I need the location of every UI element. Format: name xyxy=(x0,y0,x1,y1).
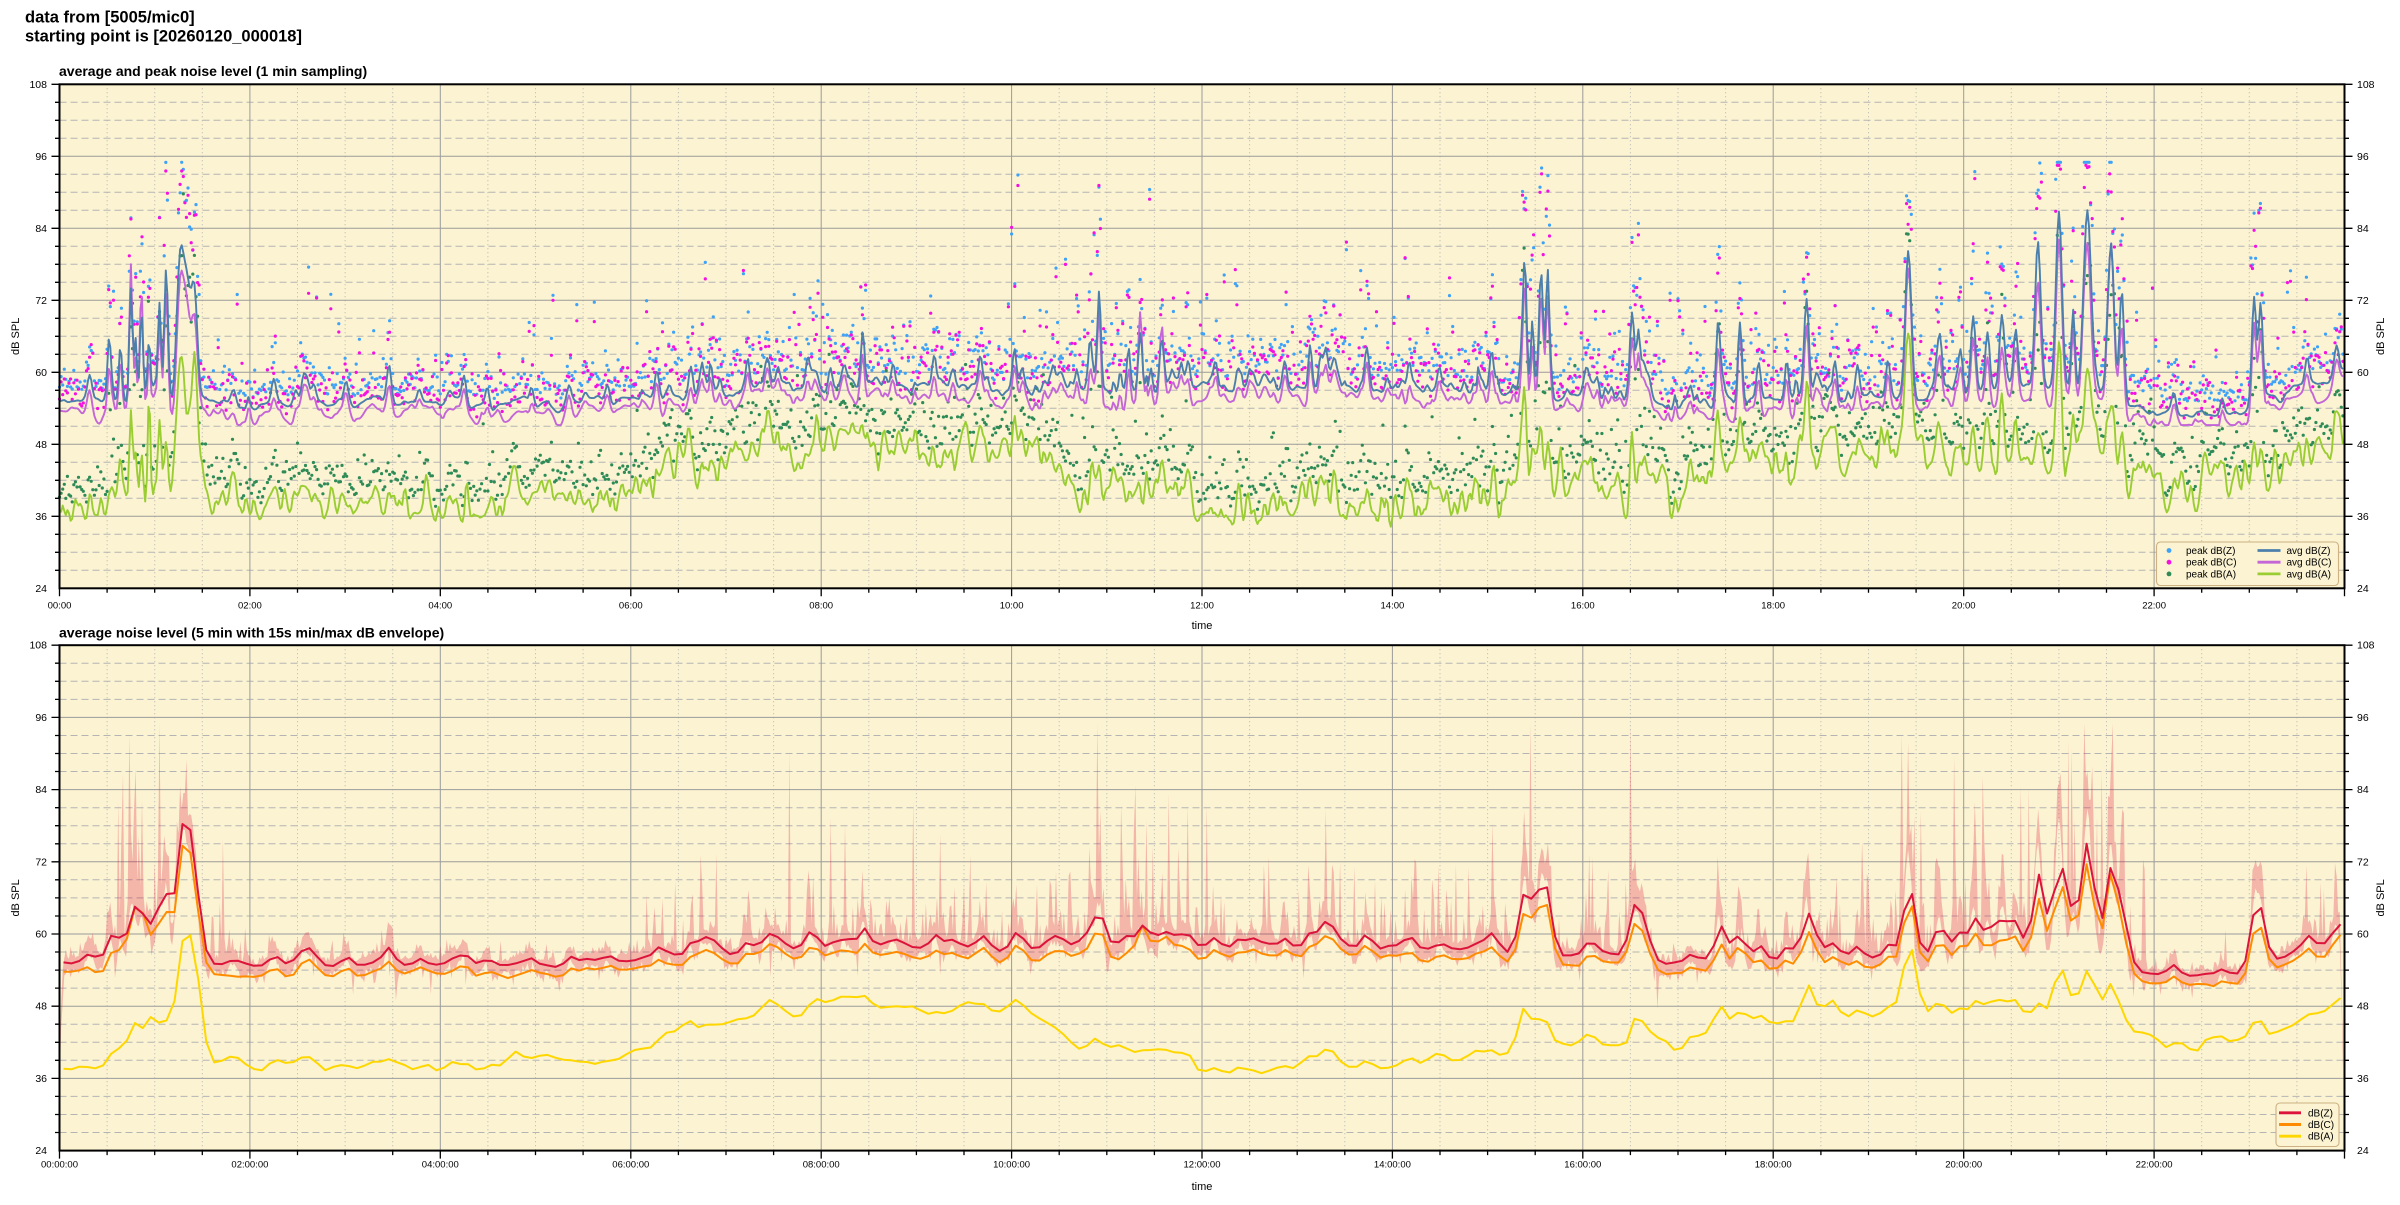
svg-text:average and peak noise level (: average and peak noise level (1 min samp… xyxy=(59,63,367,79)
svg-text:16:00: 16:00 xyxy=(1571,601,1595,612)
svg-text:08:00: 08:00 xyxy=(809,601,833,612)
svg-text:84: 84 xyxy=(35,223,47,235)
svg-text:avg dB(Z): avg dB(Z) xyxy=(2287,546,2331,557)
svg-text:48: 48 xyxy=(35,1001,47,1013)
svg-text:dB(A): dB(A) xyxy=(2308,1132,2334,1143)
svg-text:20:00:00: 20:00:00 xyxy=(1945,1160,1982,1171)
svg-text:04:00:00: 04:00:00 xyxy=(422,1160,459,1171)
svg-text:avg dB(A): avg dB(A) xyxy=(2287,569,2331,580)
svg-text:dB(Z): dB(Z) xyxy=(2308,1108,2333,1119)
svg-text:dB SPL: dB SPL xyxy=(2375,318,2387,355)
svg-text:60: 60 xyxy=(35,929,47,941)
svg-text:peak dB(C): peak dB(C) xyxy=(2186,558,2237,569)
svg-text:08:00:00: 08:00:00 xyxy=(803,1160,840,1171)
svg-text:16:00:00: 16:00:00 xyxy=(1564,1160,1601,1171)
svg-text:12:00:00: 12:00:00 xyxy=(1184,1160,1221,1171)
svg-text:time: time xyxy=(1192,620,1213,632)
svg-text:60: 60 xyxy=(2357,367,2369,379)
svg-text:36: 36 xyxy=(35,1073,47,1085)
svg-text:average noise level (5 min wit: average noise level (5 min with 15s min/… xyxy=(59,625,444,641)
svg-text:02:00:00: 02:00:00 xyxy=(231,1160,268,1171)
svg-text:12:00: 12:00 xyxy=(1190,601,1214,612)
svg-text:02:00: 02:00 xyxy=(238,601,262,612)
svg-text:60: 60 xyxy=(35,367,47,379)
svg-text:36: 36 xyxy=(2357,1073,2369,1085)
svg-text:00:00:00: 00:00:00 xyxy=(41,1160,78,1171)
svg-text:96: 96 xyxy=(35,712,47,724)
svg-text:dB SPL: dB SPL xyxy=(10,318,22,355)
svg-text:data from [5005/mic0]: data from [5005/mic0] xyxy=(25,9,195,27)
svg-text:06:00:00: 06:00:00 xyxy=(612,1160,649,1171)
svg-text:24: 24 xyxy=(2357,583,2369,595)
svg-text:dB SPL: dB SPL xyxy=(2375,879,2387,916)
svg-text:10:00:00: 10:00:00 xyxy=(993,1160,1030,1171)
svg-text:18:00:00: 18:00:00 xyxy=(1755,1160,1792,1171)
svg-text:72: 72 xyxy=(35,295,47,307)
svg-text:10:00: 10:00 xyxy=(1000,601,1024,612)
svg-text:18:00: 18:00 xyxy=(1761,601,1785,612)
svg-text:00:00: 00:00 xyxy=(48,601,72,612)
svg-text:36: 36 xyxy=(2357,511,2369,523)
svg-text:84: 84 xyxy=(35,784,47,796)
svg-text:22:00: 22:00 xyxy=(2142,601,2166,612)
svg-text:48: 48 xyxy=(2357,1001,2369,1013)
svg-text:starting point is [20260120_00: starting point is [20260120_000018] xyxy=(25,28,302,46)
svg-text:time: time xyxy=(1192,1181,1213,1193)
svg-text:avg dB(C): avg dB(C) xyxy=(2287,558,2332,569)
svg-text:peak dB(Z): peak dB(Z) xyxy=(2186,546,2235,557)
svg-text:20:00: 20:00 xyxy=(1952,601,1976,612)
svg-text:06:00: 06:00 xyxy=(619,601,643,612)
svg-text:72: 72 xyxy=(2357,856,2369,868)
svg-text:24: 24 xyxy=(35,1145,47,1157)
svg-text:96: 96 xyxy=(35,151,47,163)
svg-text:84: 84 xyxy=(2357,223,2369,235)
svg-text:72: 72 xyxy=(2357,295,2369,307)
svg-text:22:00:00: 22:00:00 xyxy=(2136,1160,2173,1171)
svg-text:04:00: 04:00 xyxy=(428,601,452,612)
svg-text:48: 48 xyxy=(2357,439,2369,451)
svg-text:84: 84 xyxy=(2357,784,2369,796)
svg-text:60: 60 xyxy=(2357,929,2369,941)
svg-text:96: 96 xyxy=(2357,712,2369,724)
svg-text:dB SPL: dB SPL xyxy=(10,879,22,916)
svg-text:24: 24 xyxy=(35,583,47,595)
svg-text:24: 24 xyxy=(2357,1145,2369,1157)
svg-text:108: 108 xyxy=(29,640,47,652)
svg-text:108: 108 xyxy=(2357,79,2375,91)
svg-text:14:00:00: 14:00:00 xyxy=(1374,1160,1411,1171)
svg-text:peak dB(A): peak dB(A) xyxy=(2186,569,2236,580)
svg-text:dB(C): dB(C) xyxy=(2308,1120,2334,1131)
svg-text:14:00: 14:00 xyxy=(1381,601,1405,612)
svg-text:48: 48 xyxy=(35,439,47,451)
svg-text:108: 108 xyxy=(2357,640,2375,652)
svg-text:108: 108 xyxy=(29,79,47,91)
svg-text:36: 36 xyxy=(35,511,47,523)
svg-text:96: 96 xyxy=(2357,151,2369,163)
svg-text:72: 72 xyxy=(35,856,47,868)
